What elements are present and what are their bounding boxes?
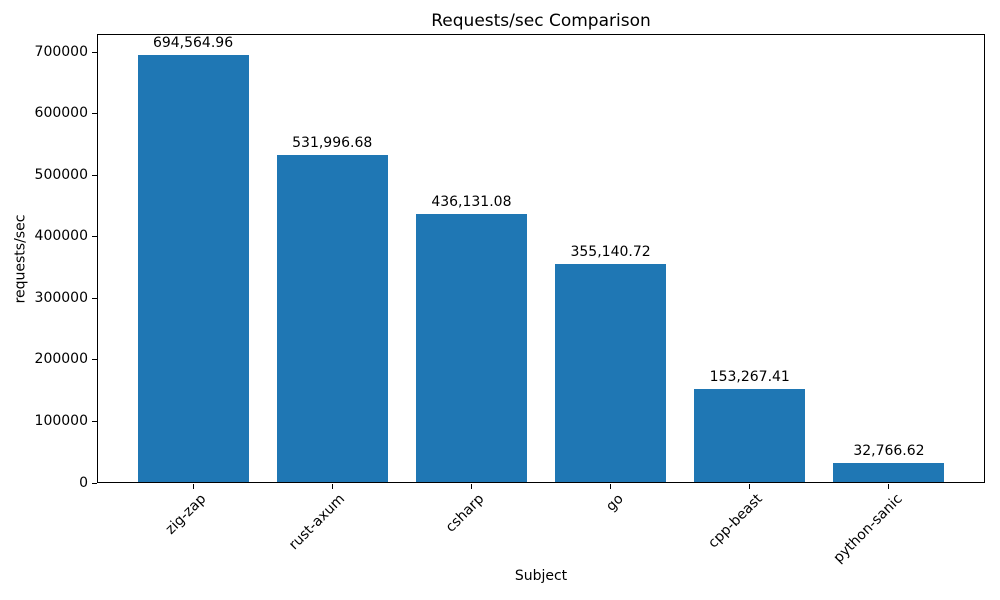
bar-value-label: 32,766.62 [853,442,925,459]
bar [137,55,249,482]
bar [276,155,388,482]
x-tick-mark [192,484,194,489]
x-tick-mark [331,484,333,489]
bar-value-label: 694,564.96 [152,35,234,52]
x-tick-mark [888,484,890,489]
y-tick-label: 400000 [34,228,88,245]
chart-title: Requests/sec Comparison [431,11,651,31]
bar [694,388,806,482]
y-tick-mark [92,236,97,238]
y-tick-label: 500000 [34,166,88,183]
x-tick-label: go [603,491,627,515]
y-tick-label: 300000 [34,289,88,306]
x-tick-label: rust-axum [286,491,349,554]
y-tick-label: 100000 [34,412,88,429]
x-axis-label: Subject [514,568,568,584]
bar-value-label: 355,140.72 [570,244,651,261]
x-tick-label: csharp [443,491,488,536]
y-tick-mark [92,297,97,299]
x-tick-label: cpp-beast [705,491,767,552]
y-tick-mark [92,51,97,53]
bar-value-label: 436,131.08 [431,194,512,211]
bar [555,264,667,482]
y-tick-label: 600000 [34,105,88,122]
x-tick-label: zig-zap [162,491,210,538]
y-tick-mark [92,482,97,484]
bar-value-label: 531,996.68 [292,135,373,152]
x-tick-label: python-sanic [830,491,906,567]
y-axis-label: requests/sec [12,214,29,304]
bar [833,462,945,482]
bar-value-label: 153,267.41 [709,368,790,385]
y-tick-label: 200000 [34,351,88,368]
y-tick-mark [92,174,97,176]
y-tick-mark [92,113,97,115]
x-tick-mark [610,484,612,489]
bar [415,214,527,482]
x-tick-mark [749,484,751,489]
y-tick-mark [92,359,97,361]
x-tick-mark [470,484,472,489]
y-tick-label: 700000 [34,43,88,60]
y-tick-mark [92,420,97,422]
y-tick-label: 0 [79,474,88,491]
